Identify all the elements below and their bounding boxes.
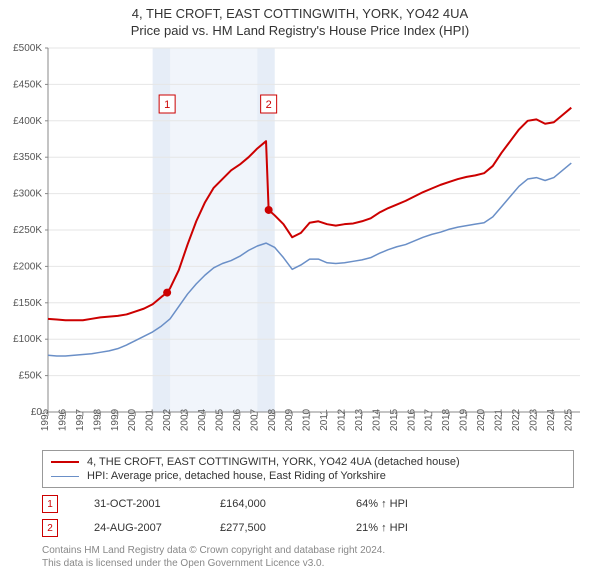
legend: 4, THE CROFT, EAST COTTINGWITH, YORK, YO…: [42, 450, 574, 488]
legend-swatch: [51, 461, 79, 463]
svg-text:£250K: £250K: [13, 225, 42, 236]
transaction-badge: 1: [42, 495, 58, 513]
transaction-row: 2 24-AUG-2007 £277,500 21% ↑ HPI: [42, 516, 574, 540]
transaction-row: 1 31-OCT-2001 £164,000 64% ↑ HPI: [42, 492, 574, 516]
transaction-badge: 2: [42, 519, 58, 537]
chart: £0£50K£100K£150K£200K£250K£300K£350K£400…: [0, 44, 600, 444]
transaction-pct: 64% ↑ HPI: [356, 498, 466, 510]
footer-line2: This data is licensed under the Open Gov…: [42, 557, 574, 570]
svg-text:2: 2: [266, 99, 272, 111]
chart-svg: £0£50K£100K£150K£200K£250K£300K£350K£400…: [0, 44, 600, 444]
footer-line1: Contains HM Land Registry data © Crown c…: [42, 544, 574, 557]
svg-text:£150K: £150K: [13, 298, 42, 309]
legend-label: 4, THE CROFT, EAST COTTINGWITH, YORK, YO…: [87, 456, 460, 468]
svg-text:£350K: £350K: [13, 152, 42, 163]
page-title-line2: Price paid vs. HM Land Registry's House …: [0, 21, 600, 44]
transaction-price: £164,000: [220, 498, 320, 510]
legend-swatch: [51, 476, 79, 477]
svg-text:£200K: £200K: [13, 261, 42, 272]
svg-text:£400K: £400K: [13, 116, 42, 127]
transaction-price: £277,500: [220, 522, 320, 534]
legend-item: HPI: Average price, detached house, East…: [51, 469, 565, 483]
transactions-list: 1 31-OCT-2001 £164,000 64% ↑ HPI 2 24-AUG-200…: [42, 492, 574, 540]
transaction-pct: 21% ↑ HPI: [356, 522, 466, 534]
svg-text:£50K: £50K: [19, 371, 43, 382]
svg-text:£300K: £300K: [13, 189, 42, 200]
svg-text:1: 1: [164, 99, 170, 111]
svg-text:£500K: £500K: [13, 44, 42, 54]
legend-label: HPI: Average price, detached house, East…: [87, 470, 386, 482]
svg-text:£450K: £450K: [13, 79, 42, 90]
page-title-line1: 4, THE CROFT, EAST COTTINGWITH, YORK, YO…: [0, 0, 600, 21]
transaction-date: 31-OCT-2001: [94, 498, 184, 510]
footer: Contains HM Land Registry data © Crown c…: [42, 544, 574, 570]
transaction-date: 24-AUG-2007: [94, 522, 184, 534]
legend-item: 4, THE CROFT, EAST COTTINGWITH, YORK, YO…: [51, 455, 565, 469]
svg-text:£100K: £100K: [13, 334, 42, 345]
